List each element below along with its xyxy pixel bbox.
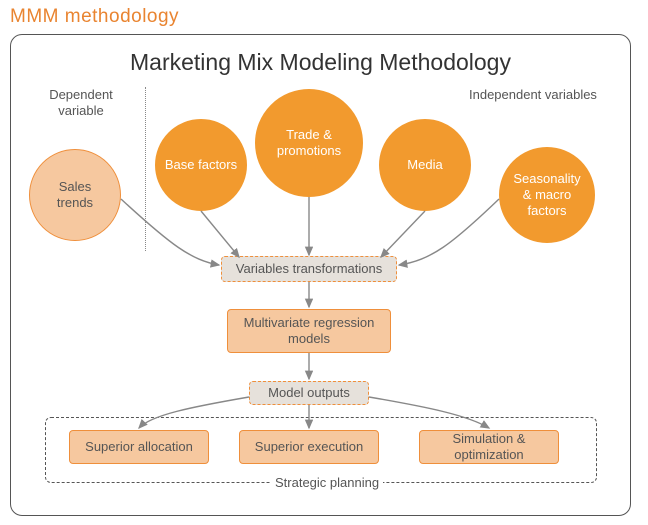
circle-sales-trends: Salestrends	[29, 149, 121, 241]
diagram-frame: Marketing Mix Modeling Methodology Depen…	[10, 34, 631, 516]
box-model-outputs: Model outputs	[249, 381, 369, 405]
page-root: MMM methodology Marketing Mix Modeling M…	[0, 0, 648, 525]
box-superior-allocation-label: Superior allocation	[85, 439, 193, 455]
box-simulation-optimization-label: Simulation &optimization	[453, 431, 526, 464]
circle-base-factors-label: Base factors	[165, 157, 237, 173]
circle-media: Media	[379, 119, 471, 211]
circle-seasonality-label: Seasonality& macrofactors	[513, 171, 580, 220]
box-model-outputs-label: Model outputs	[268, 385, 350, 401]
box-superior-execution-label: Superior execution	[255, 439, 363, 455]
box-superior-execution: Superior execution	[239, 430, 379, 464]
arrow-base-to-vartrans	[201, 211, 239, 257]
circle-seasonality: Seasonality& macrofactors	[499, 147, 595, 243]
box-variables-transformations: Variables transformations	[221, 256, 397, 282]
dependent-variable-label: Dependentvariable	[41, 87, 121, 118]
circle-base-factors: Base factors	[155, 119, 247, 211]
circle-media-label: Media	[407, 157, 442, 173]
arrow-media-to-vartrans	[381, 211, 425, 257]
strategic-planning-label: Strategic planning	[271, 475, 383, 490]
box-superior-allocation: Superior allocation	[69, 430, 209, 464]
box-variables-transformations-label: Variables transformations	[236, 261, 382, 277]
circle-trade-promotions-label: Trade &promotions	[277, 127, 341, 160]
circle-sales-trends-label: Salestrends	[57, 179, 93, 212]
outer-title: MMM methodology	[10, 6, 179, 28]
box-regression-models: Multivariate regressionmodels	[227, 309, 391, 353]
box-simulation-optimization: Simulation &optimization	[419, 430, 559, 464]
circle-trade-promotions: Trade &promotions	[255, 89, 363, 197]
variable-separator	[145, 87, 146, 251]
diagram-title: Marketing Mix Modeling Methodology	[11, 49, 630, 76]
independent-variables-label: Independent variables	[469, 87, 597, 103]
box-regression-models-label: Multivariate regressionmodels	[244, 315, 375, 348]
